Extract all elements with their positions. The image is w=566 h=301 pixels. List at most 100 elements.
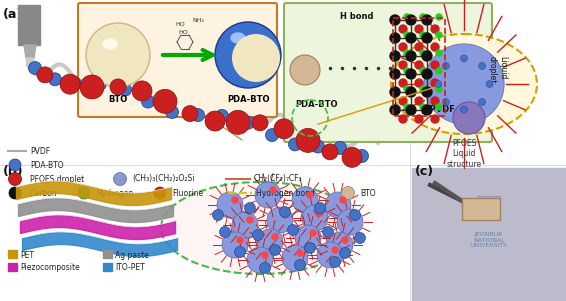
Circle shape: [217, 192, 243, 218]
Circle shape: [422, 51, 432, 61]
Text: PDA-BTO: PDA-BTO: [227, 95, 269, 104]
Circle shape: [292, 187, 318, 213]
Circle shape: [332, 247, 338, 253]
Circle shape: [415, 97, 423, 105]
Circle shape: [315, 203, 325, 213]
Circle shape: [404, 50, 410, 56]
Circle shape: [390, 105, 400, 115]
Circle shape: [310, 230, 316, 236]
Polygon shape: [18, 5, 40, 45]
Circle shape: [93, 78, 106, 91]
Text: HO: HO: [175, 22, 185, 27]
Circle shape: [237, 237, 243, 243]
Circle shape: [269, 244, 281, 256]
Circle shape: [322, 144, 338, 160]
Circle shape: [142, 95, 155, 108]
Bar: [412, 168, 566, 301]
FancyBboxPatch shape: [78, 3, 277, 117]
Polygon shape: [24, 45, 36, 58]
Circle shape: [8, 172, 22, 185]
Circle shape: [406, 105, 416, 115]
Text: PVDF: PVDF: [30, 147, 50, 156]
Circle shape: [337, 209, 363, 235]
Circle shape: [399, 43, 407, 51]
Circle shape: [132, 81, 152, 101]
Circle shape: [436, 68, 442, 74]
Circle shape: [420, 50, 426, 56]
Text: (CH₃)₃(CH₂)₂O₂Si: (CH₃)₃(CH₂)₂O₂Si: [132, 175, 195, 184]
Circle shape: [288, 225, 298, 235]
Circle shape: [420, 86, 426, 92]
Circle shape: [49, 73, 62, 86]
Bar: [103, 263, 112, 271]
Circle shape: [341, 187, 354, 200]
Text: CH₂(CF₂)₇CF₃: CH₂(CF₂)₇CF₃: [254, 175, 303, 184]
Circle shape: [307, 192, 313, 198]
Circle shape: [110, 79, 126, 95]
Circle shape: [296, 129, 320, 152]
Circle shape: [265, 129, 278, 141]
Text: PET: PET: [20, 250, 34, 259]
Circle shape: [270, 187, 276, 193]
Circle shape: [390, 15, 400, 25]
Circle shape: [399, 97, 407, 105]
Circle shape: [191, 109, 204, 122]
Text: Hydrogen: Hydrogen: [96, 188, 133, 197]
Circle shape: [422, 87, 432, 97]
Text: BTO: BTO: [108, 95, 127, 104]
Circle shape: [415, 79, 423, 87]
Bar: [393, 18, 445, 116]
Circle shape: [355, 150, 368, 163]
Circle shape: [406, 87, 416, 97]
Circle shape: [404, 14, 410, 20]
Circle shape: [461, 55, 468, 62]
Circle shape: [255, 182, 281, 208]
Circle shape: [290, 55, 320, 85]
Circle shape: [404, 32, 410, 38]
Circle shape: [420, 32, 426, 38]
Circle shape: [220, 226, 230, 237]
Circle shape: [245, 203, 255, 213]
Bar: [103, 250, 112, 258]
Circle shape: [415, 25, 423, 33]
Circle shape: [342, 237, 348, 243]
Circle shape: [424, 44, 504, 124]
Circle shape: [436, 86, 442, 92]
Circle shape: [422, 33, 432, 43]
Text: PFOES droplet: PFOES droplet: [30, 175, 84, 184]
Text: PDA-BTO: PDA-BTO: [30, 160, 63, 169]
Circle shape: [354, 232, 366, 244]
Circle shape: [323, 226, 333, 237]
Circle shape: [232, 34, 280, 82]
Circle shape: [86, 23, 150, 87]
Circle shape: [461, 106, 468, 113]
Circle shape: [420, 104, 426, 110]
Circle shape: [486, 80, 493, 88]
Circle shape: [9, 159, 21, 171]
Circle shape: [340, 247, 350, 259]
Text: JEONBUK
NATIONAL
UNIVERSITY: JEONBUK NATIONAL UNIVERSITY: [470, 232, 508, 248]
Circle shape: [294, 259, 306, 271]
Text: HO: HO: [178, 30, 188, 35]
Circle shape: [282, 245, 308, 271]
Circle shape: [415, 115, 423, 123]
Circle shape: [247, 247, 273, 273]
Circle shape: [311, 140, 324, 153]
Circle shape: [305, 243, 315, 253]
Circle shape: [436, 104, 442, 110]
Circle shape: [165, 105, 178, 119]
Circle shape: [406, 69, 416, 79]
Circle shape: [436, 32, 442, 38]
Circle shape: [431, 79, 439, 87]
Circle shape: [404, 68, 410, 74]
Circle shape: [404, 104, 410, 110]
Circle shape: [325, 192, 351, 218]
Circle shape: [415, 43, 423, 51]
Circle shape: [242, 116, 255, 129]
Text: PFOES
Liquid
structure: PFOES Liquid structure: [447, 139, 482, 169]
Circle shape: [37, 67, 53, 83]
Circle shape: [404, 86, 410, 92]
Circle shape: [342, 147, 362, 167]
Circle shape: [182, 106, 198, 122]
Text: ITO-PET: ITO-PET: [115, 263, 145, 272]
